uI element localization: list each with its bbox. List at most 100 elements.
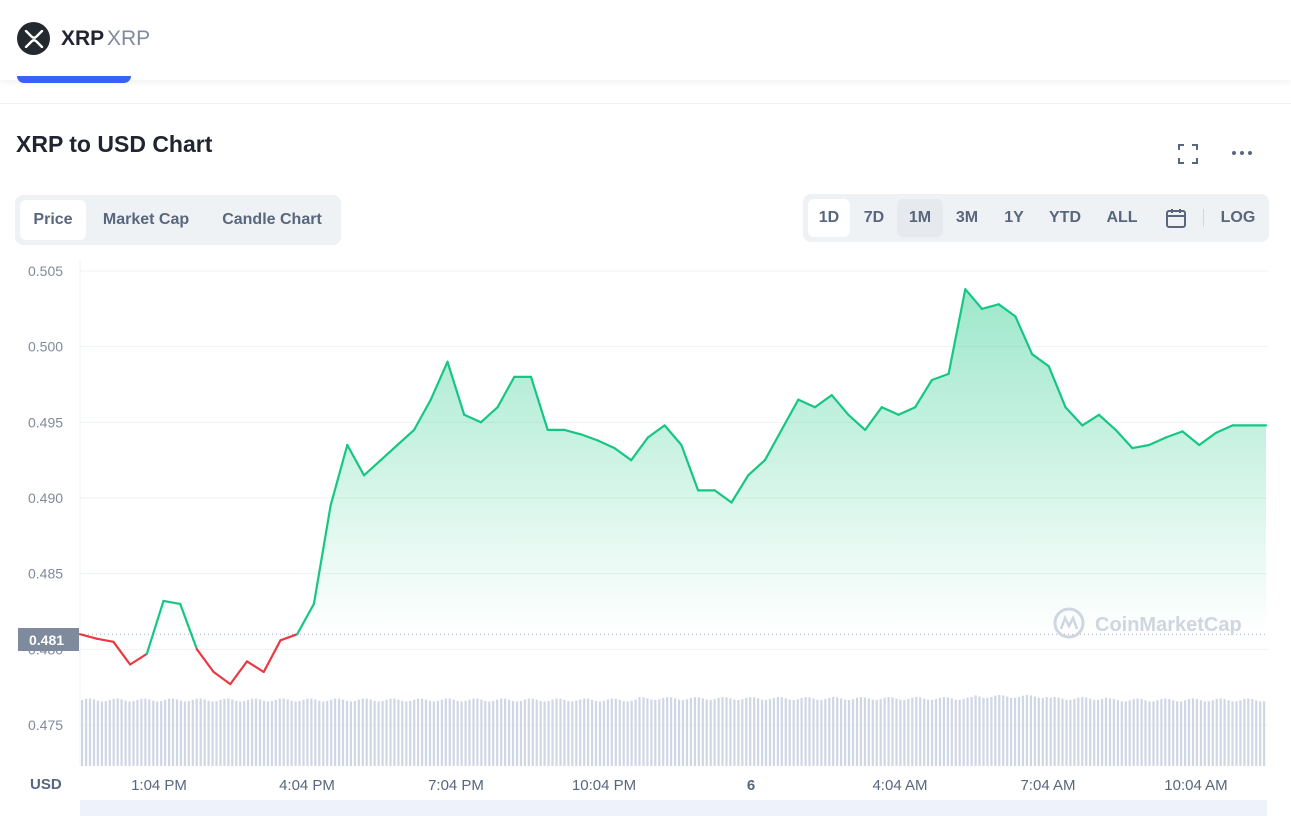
y-tick-label: 0.495 [28, 414, 63, 430]
x-tick-label: 7:04 PM [428, 777, 484, 794]
price-segment [329, 443, 349, 507]
price-segment [997, 303, 1017, 318]
range-3m[interactable]: 3M [955, 209, 979, 226]
volume-bar [962, 699, 965, 766]
price-segment [1164, 430, 1184, 439]
volume-bar [480, 699, 483, 766]
volume-bar [318, 700, 321, 766]
watermark: CoinMarketCap [1053, 607, 1242, 639]
range-1d[interactable]: 1D [808, 199, 850, 237]
range-all[interactable]: ALL [1106, 209, 1138, 226]
price-segment [1064, 406, 1084, 427]
price-segment [663, 424, 683, 447]
volume-bar [381, 701, 384, 766]
volume-bar [286, 699, 289, 766]
volume-bar [1085, 697, 1088, 766]
range-7d[interactable]: 7D [863, 209, 885, 226]
price-segment [446, 360, 466, 416]
price-segment [112, 640, 132, 666]
volume-bar [168, 698, 171, 766]
price-segment [596, 439, 616, 450]
price-segment [1214, 424, 1234, 434]
volume-bar [622, 701, 625, 766]
range-ytd[interactable]: YTD [1049, 209, 1081, 226]
price-segment [1014, 315, 1034, 356]
volume-bar [88, 698, 92, 766]
fullscreen-icon[interactable] [1176, 142, 1200, 166]
section-divider [0, 103, 1291, 104]
volume-bar [638, 697, 641, 766]
volume-bar [207, 700, 210, 766]
volume-bar [148, 699, 151, 766]
volume-bar [140, 698, 143, 766]
volume-bar [298, 701, 301, 766]
volume-bar [444, 698, 447, 766]
volume-bar [1025, 695, 1028, 766]
volume-bar [1124, 701, 1127, 766]
tab-price[interactable]: Price [20, 200, 86, 240]
x-axis: 1:04 PM 4:04 PM 7:04 PM 10:04 PM 6 4:04 AM 7:0… [131, 777, 1228, 794]
y-tick-label: 0.490 [28, 490, 63, 506]
volume-bar [654, 700, 657, 766]
volume-bar [863, 697, 866, 766]
price-segment [229, 660, 249, 686]
volume-bar [535, 699, 538, 766]
volume-bar [859, 697, 862, 766]
volume-bar [555, 698, 558, 766]
range-1m[interactable]: 1M [897, 199, 943, 237]
volume-bar [895, 698, 898, 766]
volume-bar [334, 698, 337, 766]
volume-bar [689, 698, 692, 766]
price-segment [279, 633, 299, 642]
volume-bar [515, 701, 519, 766]
price-segment [145, 599, 165, 655]
tab-candle-chart[interactable]: Candle Chart [222, 211, 322, 228]
volume-bar [998, 695, 1001, 766]
volume-bar [247, 699, 250, 766]
volume-bar [788, 699, 791, 766]
volume-bar [464, 700, 467, 766]
volume-bar [270, 701, 273, 766]
volume-bar [413, 699, 416, 766]
volume-bar [1215, 699, 1218, 766]
price-segment [630, 436, 650, 462]
volume-bar [144, 698, 147, 766]
volume-bar [867, 698, 870, 766]
volume-bar [970, 697, 973, 766]
volume-bar [768, 699, 772, 766]
price-segment [613, 447, 633, 462]
volume-bar [764, 700, 768, 766]
volume-bar [551, 699, 554, 766]
tab-market-cap[interactable]: Market Cap [102, 211, 190, 228]
range-1y[interactable]: 1Y [1004, 209, 1024, 226]
volume-bar [314, 699, 317, 766]
volume-bar [428, 700, 432, 766]
volume-bar [642, 697, 645, 766]
volume-bar [500, 698, 503, 766]
price-segment [780, 398, 800, 431]
volume-bar [1053, 697, 1056, 766]
volume-bar [840, 698, 843, 766]
volume-bar [1207, 701, 1210, 766]
y-tick-label: 0.475 [28, 717, 63, 733]
volume-bar [717, 697, 720, 766]
price-segment [947, 288, 967, 376]
volume-bar [697, 697, 700, 766]
volume-bar [85, 698, 88, 766]
volume-bar [405, 701, 408, 766]
calendar-icon[interactable] [1165, 207, 1187, 229]
volume-bar [136, 699, 139, 766]
volume-bar [539, 701, 542, 766]
volume-bar [1259, 701, 1262, 766]
volume-bar [104, 701, 107, 766]
volume-bar [239, 701, 242, 766]
log-scale-toggle[interactable]: LOG [1220, 209, 1256, 226]
range-navigator[interactable] [80, 800, 1267, 816]
x-tick-label: 4:04 AM [872, 777, 927, 794]
volume-bar [563, 699, 566, 766]
active-nav-indicator [17, 76, 131, 83]
x-tick-label: 6 [747, 777, 755, 794]
more-options-icon[interactable] [1228, 140, 1256, 166]
price-segment [1114, 428, 1134, 450]
